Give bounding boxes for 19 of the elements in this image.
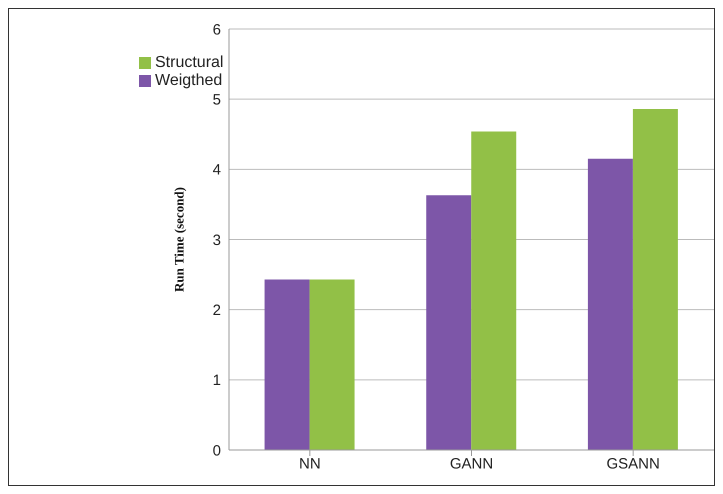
x-tick-label: NN bbox=[298, 456, 321, 473]
x-tick-label: GSANN bbox=[606, 456, 660, 473]
legend-label: Weigthed bbox=[155, 72, 222, 89]
y-axis-title: Run Time (second) bbox=[172, 187, 187, 292]
y-tick-label: 2 bbox=[212, 302, 221, 319]
bar bbox=[588, 158, 633, 450]
y-tick-label: 6 bbox=[212, 21, 221, 38]
bar bbox=[264, 279, 310, 450]
y-tick-label: 3 bbox=[212, 232, 221, 249]
x-tick-label: GANN bbox=[450, 456, 494, 473]
y-tick-label: 4 bbox=[212, 162, 221, 179]
bar bbox=[471, 131, 516, 450]
y-tick-label: 1 bbox=[212, 372, 221, 390]
bar bbox=[310, 279, 355, 450]
y-tick-label: 0 bbox=[212, 442, 221, 460]
legend-label: Structural bbox=[155, 54, 224, 71]
bar bbox=[426, 195, 472, 450]
bar bbox=[632, 108, 678, 450]
y-tick-label: 5 bbox=[212, 91, 221, 108]
